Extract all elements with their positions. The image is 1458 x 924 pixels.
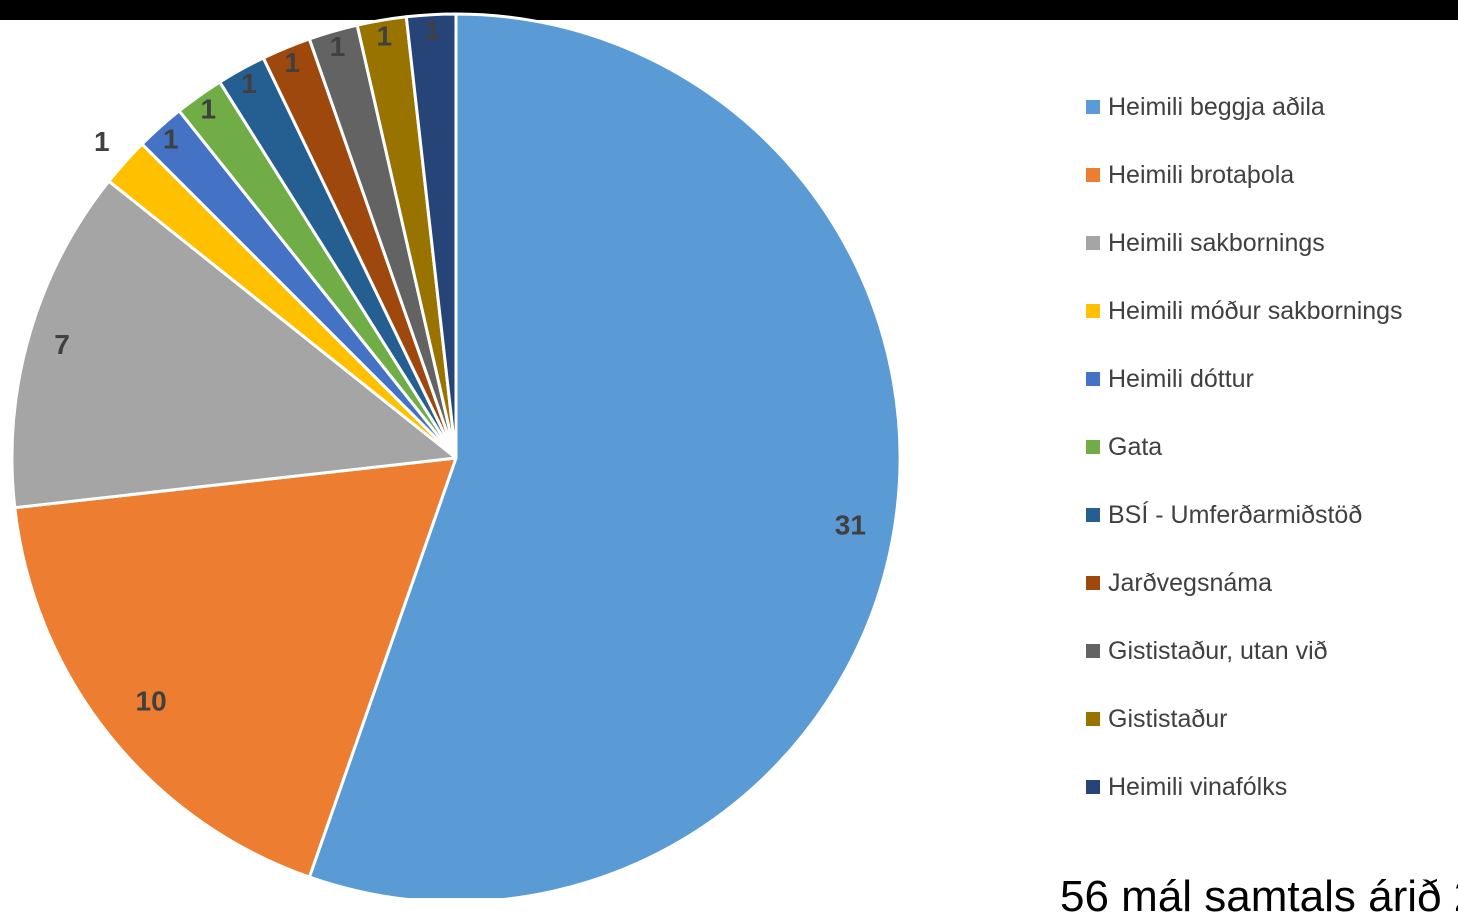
- legend-item: Heimili sakbornings: [1086, 224, 1458, 292]
- legend-swatch: [1086, 304, 1100, 318]
- legend-label: Heimili vinafólks: [1108, 773, 1288, 801]
- legend-item: Gististaður, utan við: [1086, 632, 1458, 700]
- pie-slice-11: [404, 12, 458, 460]
- legend-label: Heimili brotaþola: [1108, 161, 1295, 189]
- data-label-6: 1: [201, 93, 217, 124]
- data-label-9: 1: [330, 31, 346, 62]
- data-label-1: 31: [835, 510, 866, 541]
- legend-label: Gata: [1108, 433, 1163, 461]
- legend-item: BSÍ - Umferðarmiðstöð: [1086, 496, 1458, 564]
- data-label-11: 1: [424, 15, 440, 46]
- legend-swatch: [1086, 100, 1100, 114]
- legend-label: Heimili dóttur: [1108, 365, 1254, 393]
- legend-item: Gata: [1086, 428, 1458, 496]
- chart-legend: Heimili beggja aðila Heimili brotaþola Hei…: [1086, 88, 1458, 836]
- data-label-2: 10: [136, 686, 167, 717]
- legend-swatch: [1086, 372, 1100, 386]
- chart-caption: 56 mál samtals árið 2: [1060, 872, 1458, 921]
- legend-swatch: [1086, 780, 1100, 794]
- legend-item: Gististaður: [1086, 700, 1458, 768]
- legend-label: BSÍ - Umferðarmiðstöð: [1108, 501, 1363, 529]
- legend-swatch: [1086, 644, 1100, 658]
- legend-item: Heimili móður sakbornings: [1086, 292, 1458, 360]
- data-label-5: 1: [163, 123, 179, 154]
- legend-swatch: [1086, 712, 1100, 726]
- legend-item: Heimili beggja aðila: [1086, 88, 1458, 156]
- data-label-10: 1: [377, 21, 393, 52]
- top-bar: [0, 0, 1458, 20]
- data-label-3: 7: [54, 329, 70, 360]
- data-label-4: 1: [94, 126, 110, 157]
- legend-label: Gististaður, utan við: [1108, 637, 1328, 665]
- pie-slice-2: [13, 456, 458, 879]
- legend-swatch: [1086, 440, 1100, 454]
- legend-label: Heimili móður sakbornings: [1108, 297, 1403, 325]
- legend-label: Gististaður: [1108, 705, 1228, 733]
- data-label-8: 1: [284, 47, 300, 78]
- legend-label: Heimili beggja aðila: [1108, 93, 1325, 121]
- legend-item: Heimili vinafólks: [1086, 768, 1458, 836]
- legend-swatch: [1086, 236, 1100, 250]
- legend-swatch: [1086, 168, 1100, 182]
- data-label-7: 1: [241, 68, 257, 99]
- legend-swatch: [1086, 508, 1100, 522]
- legend-label: Heimili sakbornings: [1108, 229, 1325, 257]
- pie-slice-3: [10, 179, 458, 510]
- legend-swatch: [1086, 576, 1100, 590]
- legend-item: Heimili brotaþola: [1086, 156, 1458, 224]
- legend-item: Heimili dóttur: [1086, 360, 1458, 428]
- legend-item: Jarðvegsnáma: [1086, 564, 1458, 632]
- legend-label: Jarðvegsnáma: [1108, 569, 1272, 597]
